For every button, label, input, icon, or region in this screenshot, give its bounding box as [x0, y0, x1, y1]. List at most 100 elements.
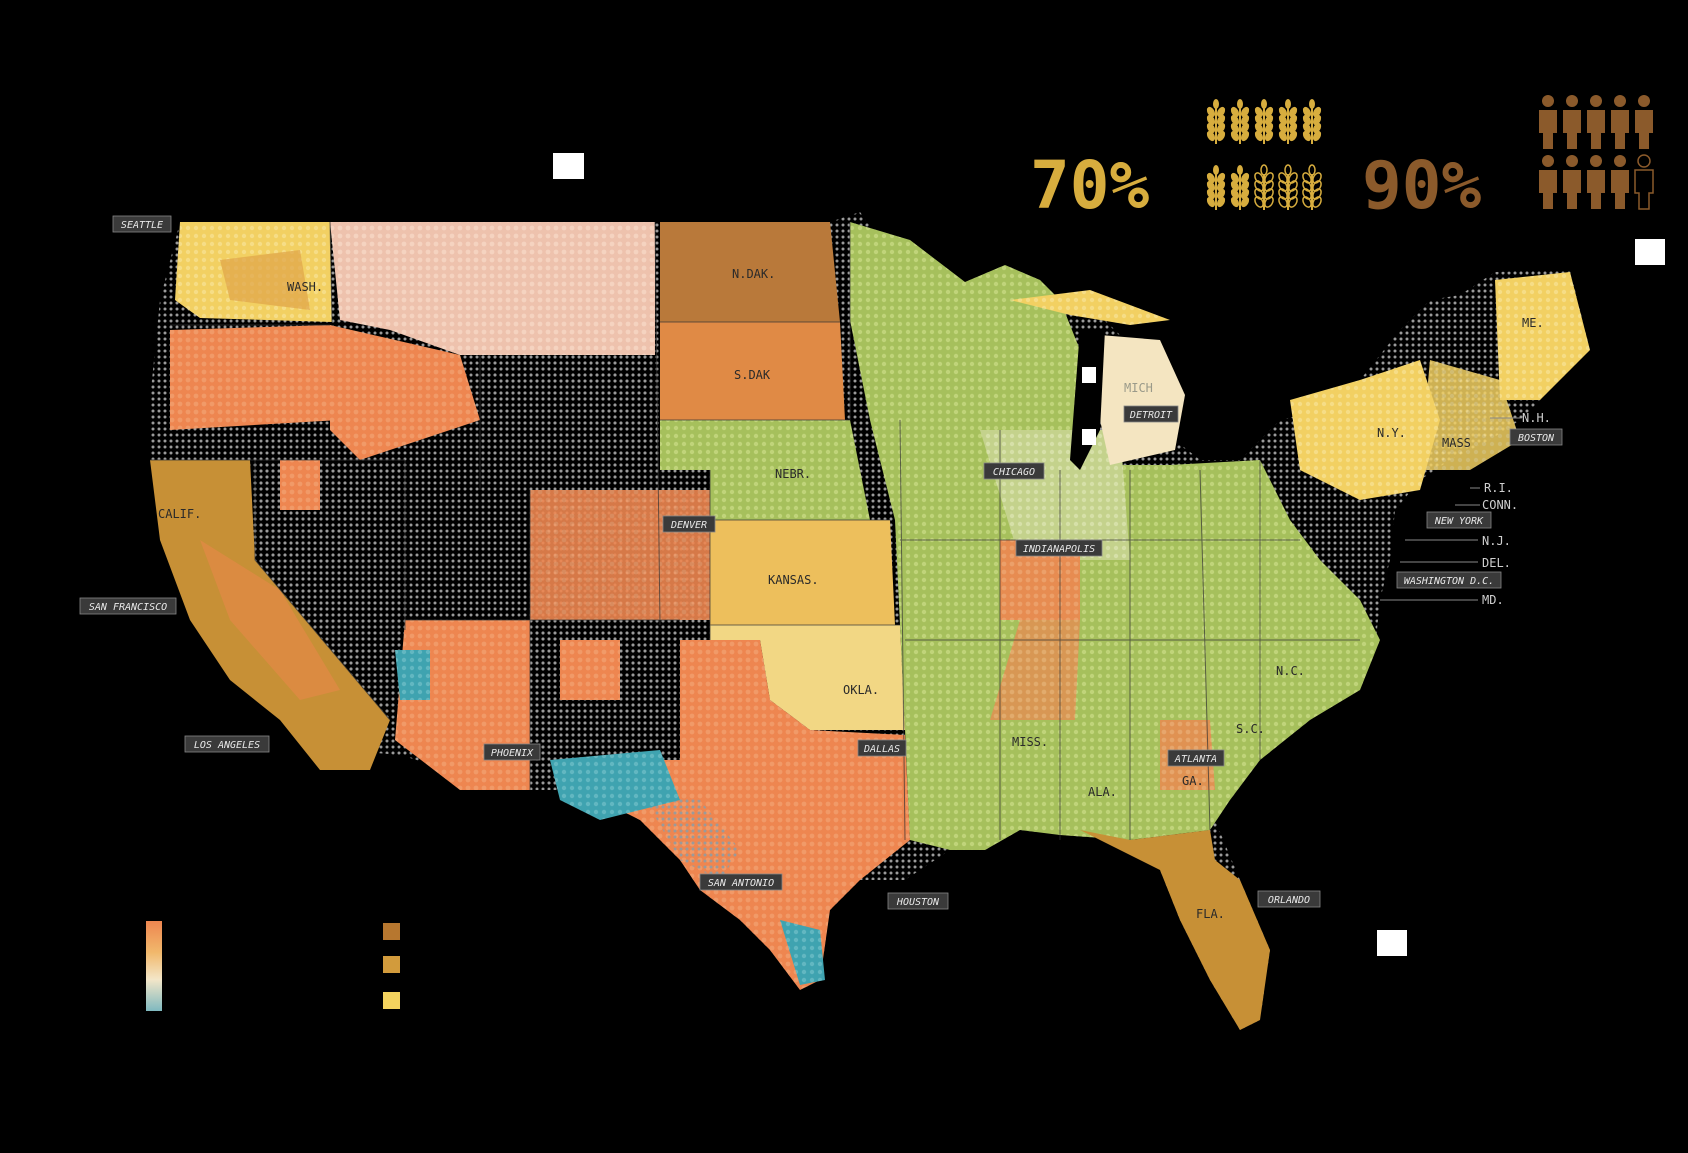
city-label-text: WASHINGTON D.C. [1404, 576, 1494, 587]
person-icon [1587, 95, 1605, 149]
city-label-text: SAN ANTONIO [708, 878, 774, 889]
region-teal-nm [550, 750, 680, 820]
state-label-mass: MASS [1442, 436, 1471, 450]
region-fla [1080, 830, 1270, 1030]
city-label-text: LOS ANGELES [194, 740, 260, 751]
state-label-me: ME. [1522, 316, 1544, 330]
wheat-icon [1254, 164, 1274, 210]
city-label-text: NEW YORK [1434, 516, 1484, 527]
region-wash-inner [220, 250, 310, 310]
person-icon [1611, 95, 1629, 149]
region-texas-gray [640, 790, 740, 880]
city-label-boston: BOSTON [1509, 428, 1563, 446]
callout-ri: R.I. [1484, 481, 1513, 495]
region-midwest-light [980, 430, 1130, 560]
white-marker [1635, 239, 1665, 265]
city-label-text: DETROIT [1129, 410, 1173, 421]
person-icon [1563, 155, 1581, 209]
person-icon [1611, 155, 1629, 209]
city-label-detroit: DETROIT [1123, 405, 1179, 423]
city-label-san-francisco: SAN FRANCISCO [79, 597, 177, 615]
city-label-box [887, 892, 949, 910]
region-oregon [170, 325, 340, 430]
city-label-box [1396, 571, 1502, 589]
state-label-mich: MICH [1124, 381, 1153, 395]
person-icon-grid [1539, 95, 1654, 210]
region-arizona [395, 620, 530, 790]
callout-nh: N.H. [1522, 411, 1551, 425]
people-stat: 90% [1362, 147, 1481, 224]
city-label-new-york: NEW YORK [1426, 511, 1492, 529]
region-maine [1495, 272, 1590, 400]
region-mich [1100, 335, 1185, 465]
city-label-box [79, 597, 177, 615]
region-teal-tx [780, 920, 825, 985]
wheat-icon [1302, 164, 1322, 210]
white-marker [1082, 429, 1096, 445]
city-label-seattle: SEATTLE [112, 215, 172, 233]
region-new-england [1420, 360, 1520, 470]
city-label-box [1167, 749, 1225, 767]
city-label-text: PHOENIX [491, 748, 534, 759]
callout-nj: N.J. [1482, 534, 1511, 548]
city-label-box [983, 462, 1045, 480]
city-label-san-antonio: SAN ANTONIO [699, 873, 783, 891]
state-label-miss: MISS. [1012, 735, 1048, 749]
city-label-box [112, 215, 172, 233]
city-label-indianapolis: INDIANAPOLIS [1015, 539, 1103, 557]
city-label-washington-dc: WASHINGTON D.C. [1396, 571, 1502, 589]
city-label-orlando: ORLANDO [1257, 890, 1321, 908]
region-sdak [660, 322, 845, 420]
state-label-fla: FLA. [1196, 907, 1225, 921]
legend-gradient-bar [146, 921, 162, 1011]
person-icon [1539, 155, 1557, 209]
city-label-text: HOUSTON [896, 897, 940, 908]
wheat-icon [1278, 164, 1298, 210]
region-south-salmon [990, 620, 1080, 720]
lake-michigan [1070, 330, 1105, 470]
city-label-chicago: CHICAGO [983, 462, 1045, 480]
state-label-ala: ALA. [1088, 785, 1117, 799]
city-label-box [483, 743, 541, 761]
region-ndak [660, 222, 840, 322]
callout-del: DEL. [1482, 556, 1511, 570]
person-icon [1635, 95, 1653, 149]
city-label-box [1257, 890, 1321, 908]
state-label-ndak: N.DAK. [732, 267, 775, 281]
state-label-okla: OKLA. [843, 683, 879, 697]
region-texas [560, 640, 910, 990]
region-idaho [330, 325, 480, 460]
wheat-icon [1206, 165, 1226, 210]
region-colorado [530, 490, 710, 620]
city-label-box [857, 739, 907, 757]
region-utah-west [280, 460, 320, 510]
state-label-kansas: KANSAS. [768, 573, 819, 587]
person-icon [1587, 155, 1605, 209]
region-calif-inner [200, 540, 340, 700]
state-label-wash: WASH. [287, 280, 323, 294]
state-labels: WASH. CALIF. N.DAK. S.DAK NEBR. KANSAS. … [158, 267, 1544, 921]
city-label-box [1426, 511, 1492, 529]
legend [146, 921, 400, 1011]
city-label-box [1509, 428, 1563, 446]
state-label-nc: N.C. [1276, 664, 1305, 678]
person-icon [1634, 154, 1654, 210]
legend-swatch-mid-gold [383, 956, 400, 973]
white-marker [553, 153, 584, 179]
state-label-sdak: S.DAK [734, 368, 771, 382]
state-label-calif: CALIF. [158, 507, 201, 521]
city-label-atlanta: ATLANTA [1167, 749, 1225, 767]
region-montana [330, 222, 655, 355]
white-marker [1082, 367, 1096, 383]
city-label-box [699, 873, 783, 891]
region-ny [1290, 360, 1440, 500]
city-label-text: SEATTLE [121, 220, 163, 231]
city-label-text: DALLAS [863, 744, 900, 755]
city-label-phoenix: PHOENIX [483, 743, 541, 761]
region-nebr [660, 420, 870, 520]
small-state-callouts: N.H. R.I. CONN. N.J. DEL. MD. [1380, 411, 1551, 607]
white-marker [1377, 930, 1407, 956]
region-nevada [255, 460, 405, 720]
wheat-icon [1206, 99, 1226, 144]
